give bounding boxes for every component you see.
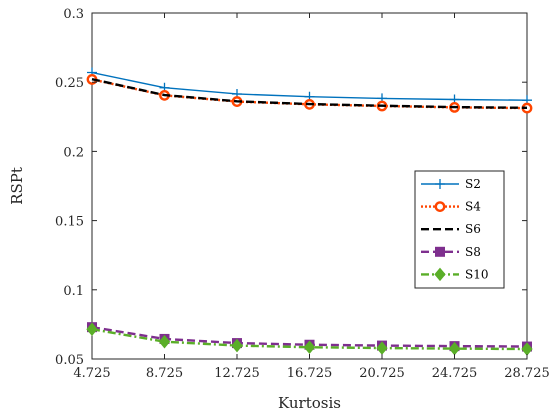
- legend-entry-s10: S10: [421, 267, 489, 281]
- x-tick-label: 12.725: [214, 366, 260, 381]
- legend-marker: [435, 246, 445, 257]
- y-tick-label: 0.15: [55, 215, 84, 230]
- legend-label: S4: [465, 200, 481, 214]
- y-tick-label: 0.1: [63, 284, 84, 299]
- y-tick-label: 0.3: [63, 7, 84, 22]
- x-axis-label: Kurtosis: [278, 394, 341, 412]
- series-line: [91, 77, 528, 110]
- series-s6: [91, 77, 528, 110]
- legend-marker: [434, 267, 446, 282]
- legend-entry-s4: S4: [421, 200, 481, 214]
- legend-label: S10: [465, 267, 489, 281]
- x-tick-label: 28.725: [504, 366, 550, 381]
- x-tick-label: 20.725: [359, 366, 405, 381]
- axis-ticks: 4.725 8.725 12.725 16.725 20.725 24.725 28.725…: [55, 7, 550, 381]
- series-layer: [86, 67, 533, 356]
- series-s10: [86, 322, 533, 356]
- legend-label: S2: [465, 177, 481, 191]
- legend-label: S6: [465, 222, 481, 236]
- x-tick-label: 24.725: [432, 366, 478, 381]
- y-tick-label: 0.05: [55, 353, 84, 368]
- legend-entry-s2: S2: [421, 177, 481, 191]
- legend-marker: [435, 179, 445, 189]
- legend-entry-s8: S8: [421, 245, 481, 259]
- legend-marker: [434, 201, 446, 213]
- x-tick-label: 4.725: [73, 366, 110, 381]
- x-tick-label: 16.725: [287, 366, 333, 381]
- legend-entry-s6: S6: [421, 222, 481, 236]
- legend-label: S8: [465, 245, 481, 259]
- y-tick-label: 0.2: [63, 145, 84, 160]
- data-point: [303, 340, 316, 355]
- y-axis-label: RSPt: [8, 167, 26, 205]
- y-tick-label: 0.25: [55, 76, 84, 91]
- legend-box: [414, 170, 505, 289]
- data-point: [231, 338, 243, 353]
- data-point: [158, 334, 171, 349]
- data-point: [86, 322, 98, 337]
- x-tick-label: 8.725: [146, 366, 183, 381]
- legend: S2 S4 S6 S8 S10: [414, 170, 505, 289]
